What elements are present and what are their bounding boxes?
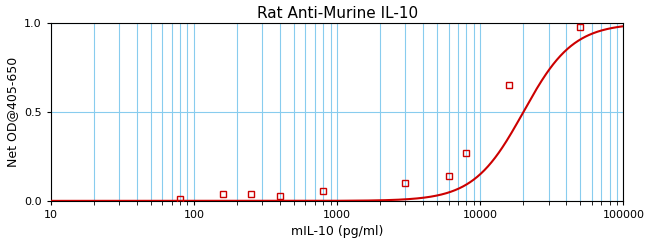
Title: Rat Anti-Murine IL-10: Rat Anti-Murine IL-10 <box>257 6 418 20</box>
Y-axis label: Net OD@405-650: Net OD@405-650 <box>6 57 19 167</box>
X-axis label: mIL-10 (pg/ml): mIL-10 (pg/ml) <box>291 225 383 238</box>
